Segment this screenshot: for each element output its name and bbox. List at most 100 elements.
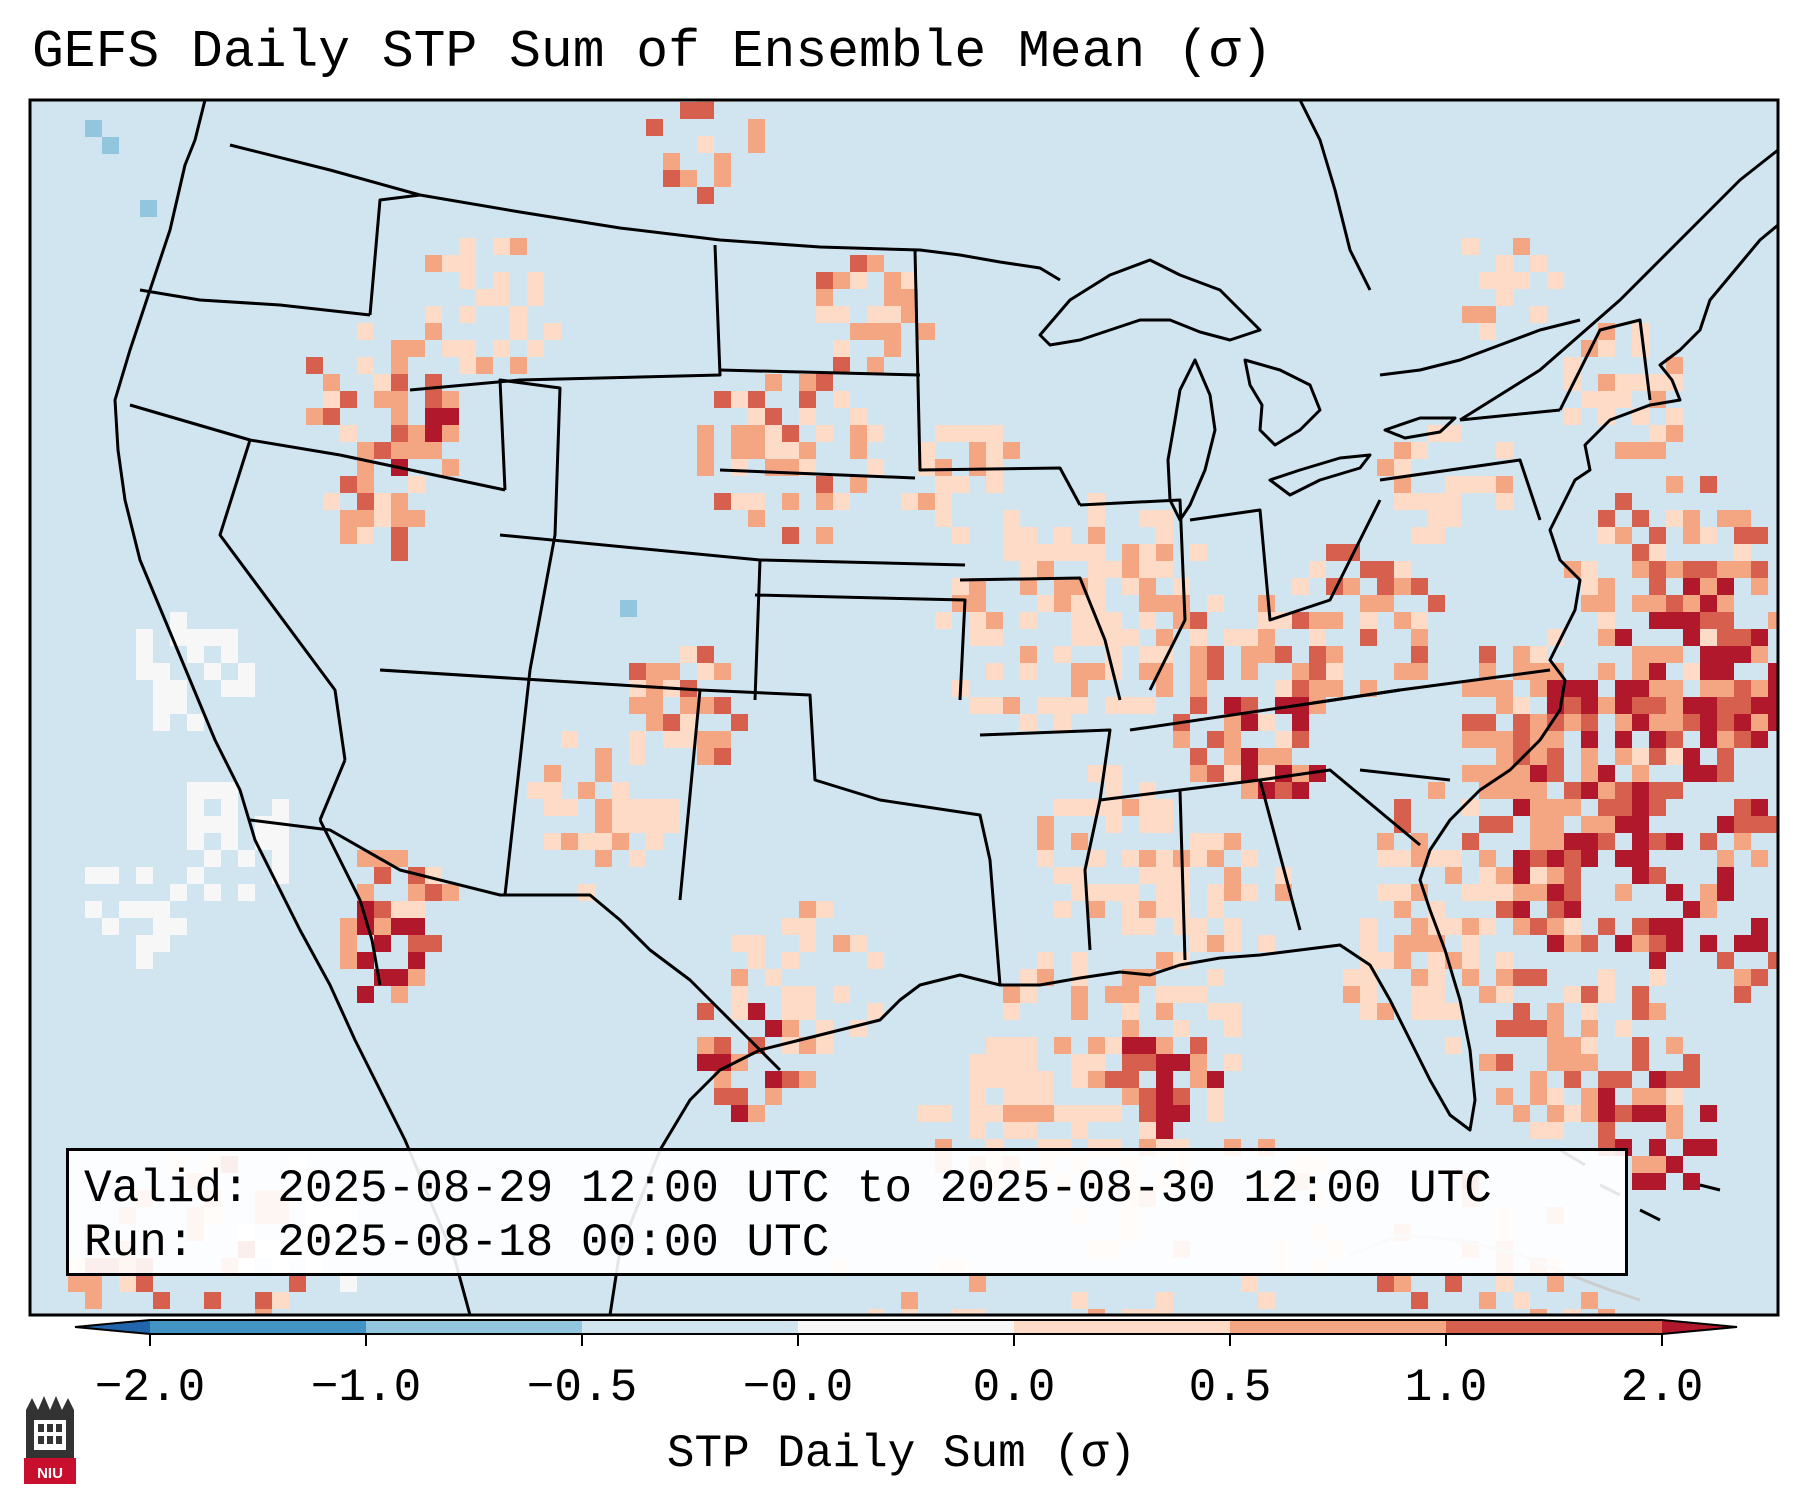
stp-cell xyxy=(1241,714,1258,731)
stp-cell xyxy=(1649,833,1666,850)
stp-cell xyxy=(119,901,136,918)
stp-cell xyxy=(1513,731,1530,748)
stp-cell xyxy=(187,782,204,799)
stp-cell xyxy=(731,986,748,1003)
stp-cell xyxy=(799,1037,816,1054)
stp-cell xyxy=(1581,748,1598,765)
stp-cell xyxy=(1496,1088,1513,1105)
stp-cell xyxy=(1462,935,1479,952)
stp-cell xyxy=(1564,1309,1581,1315)
stp-cell xyxy=(816,306,833,323)
stp-cell xyxy=(1394,799,1411,816)
stp-cell xyxy=(272,799,289,816)
stp-cell xyxy=(1700,1139,1717,1156)
stp-cell xyxy=(1547,799,1564,816)
stp-cell xyxy=(799,374,816,391)
stp-cell xyxy=(272,833,289,850)
stp-cell xyxy=(391,918,408,935)
stp-cell xyxy=(374,918,391,935)
stp-cell xyxy=(629,731,646,748)
stp-cell xyxy=(1547,1020,1564,1037)
stp-cell xyxy=(1632,408,1649,425)
stp-cell xyxy=(714,663,731,680)
stp-cell xyxy=(1530,1088,1547,1105)
stp-cell xyxy=(816,476,833,493)
stp-cell xyxy=(663,799,680,816)
stp-cell xyxy=(1513,765,1530,782)
stp-cell xyxy=(1530,306,1547,323)
stp-cell xyxy=(935,425,952,442)
stp-cell xyxy=(1581,1037,1598,1054)
stp-cell xyxy=(1581,1292,1598,1309)
stp-cell xyxy=(782,442,799,459)
stp-cell xyxy=(340,935,357,952)
stp-cell xyxy=(391,527,408,544)
stp-cell xyxy=(1411,833,1428,850)
stp-cell xyxy=(340,425,357,442)
stp-cell xyxy=(1666,1122,1683,1139)
stp-cell xyxy=(1666,935,1683,952)
stp-cell xyxy=(1700,612,1717,629)
stp-cell xyxy=(391,850,408,867)
stp-cell xyxy=(1190,748,1207,765)
stp-cell xyxy=(1071,680,1088,697)
stp-cell xyxy=(1054,799,1071,816)
stp-cell xyxy=(1139,612,1156,629)
stp-cell xyxy=(1700,476,1717,493)
stp-cell xyxy=(1224,867,1241,884)
stp-cell xyxy=(1530,714,1547,731)
stp-cell xyxy=(986,612,1003,629)
stp-cell xyxy=(1547,833,1564,850)
stp-cell xyxy=(1224,833,1241,850)
stp-cell xyxy=(646,816,663,833)
colorbar-tick-label: 0.5 xyxy=(1188,1362,1272,1414)
stp-cell xyxy=(1649,612,1666,629)
stp-cell xyxy=(1734,510,1751,527)
stp-cell xyxy=(374,901,391,918)
stp-cell xyxy=(1598,1088,1615,1105)
stp-cell xyxy=(1615,816,1632,833)
stp-cell xyxy=(1139,544,1156,561)
stp-cell xyxy=(408,918,425,935)
stp-cell xyxy=(748,935,765,952)
stp-cell xyxy=(476,357,493,374)
stp-cell xyxy=(629,850,646,867)
stp-cell xyxy=(1479,1292,1496,1309)
stp-cell xyxy=(221,782,238,799)
stp-cell xyxy=(153,918,170,935)
stp-cell xyxy=(1649,697,1666,714)
stp-cell xyxy=(357,493,374,510)
stp-cell xyxy=(1649,1071,1666,1088)
stp-cell xyxy=(1666,357,1683,374)
stp-cell xyxy=(731,714,748,731)
stp-cell xyxy=(1649,918,1666,935)
stp-cell xyxy=(1649,680,1666,697)
stp-cell xyxy=(952,527,969,544)
stp-cell xyxy=(1598,782,1615,799)
stp-cell xyxy=(1326,544,1343,561)
stp-cell xyxy=(833,391,850,408)
stp-cell xyxy=(1598,391,1615,408)
stp-cell xyxy=(1003,510,1020,527)
stp-cell xyxy=(731,969,748,986)
stp-cell xyxy=(1683,510,1700,527)
stp-cell xyxy=(731,1088,748,1105)
stp-cell xyxy=(1003,986,1020,1003)
stp-cell xyxy=(850,272,867,289)
stp-cell xyxy=(1649,714,1666,731)
stp-cell xyxy=(1071,1105,1088,1122)
stp-cell xyxy=(1156,1088,1173,1105)
stp-cell xyxy=(1224,765,1241,782)
stp-cell xyxy=(1156,1292,1173,1309)
map-frame xyxy=(28,98,1780,1317)
stp-cell xyxy=(1768,680,1778,697)
stp-cell xyxy=(1020,714,1037,731)
stp-cell xyxy=(1037,595,1054,612)
stp-cell xyxy=(425,425,442,442)
stp-cell xyxy=(1326,680,1343,697)
stp-cell xyxy=(1224,1054,1241,1071)
stp-cell xyxy=(765,969,782,986)
stp-cell xyxy=(986,629,1003,646)
stp-cell xyxy=(595,799,612,816)
stp-cell xyxy=(136,1275,153,1292)
